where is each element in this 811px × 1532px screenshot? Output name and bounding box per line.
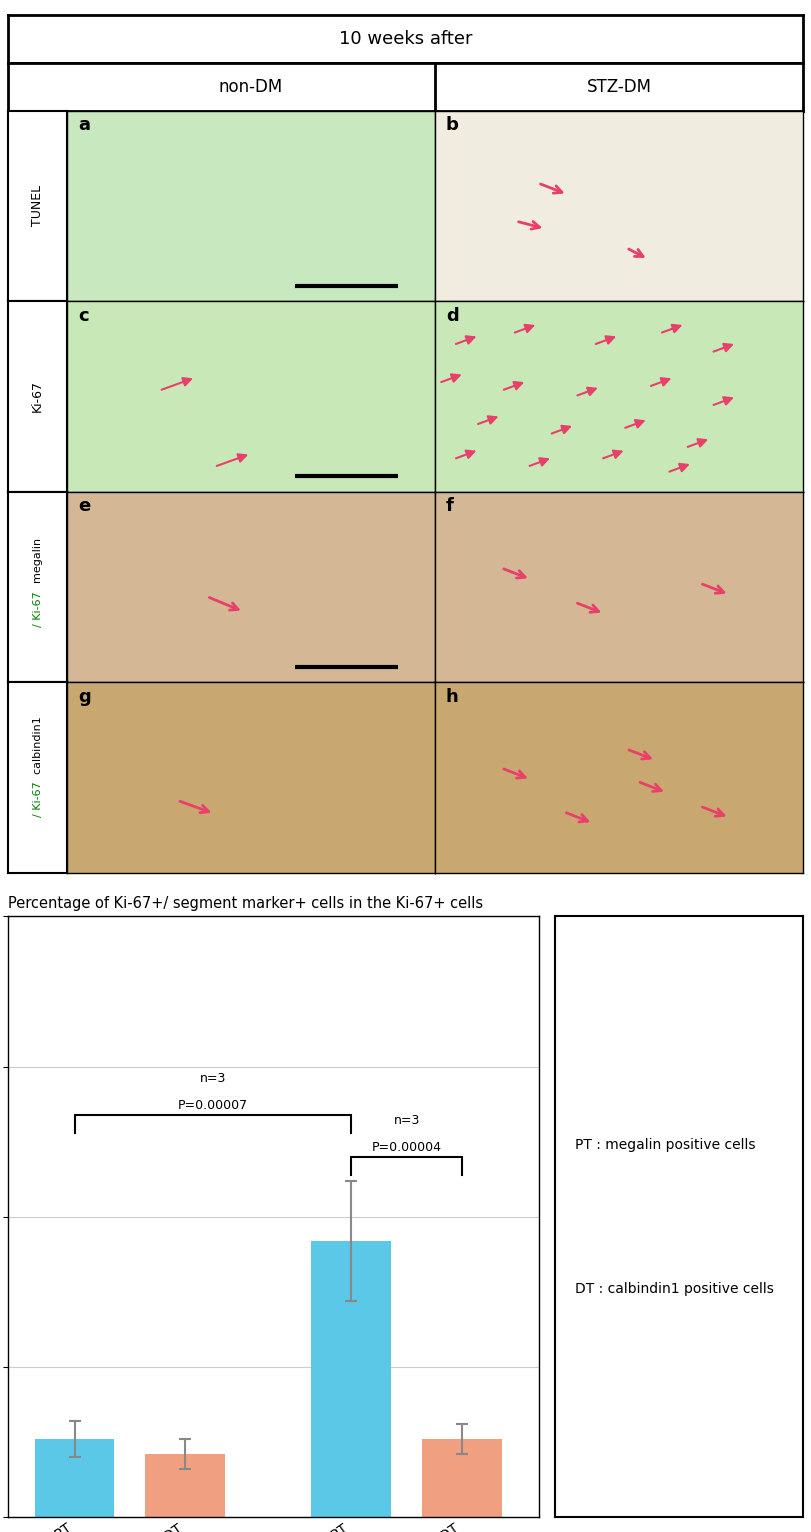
- Text: e: e: [78, 498, 90, 515]
- Bar: [311, 1241, 391, 1517]
- Bar: [35, 1439, 114, 1517]
- Text: Ki-67: Ki-67: [31, 380, 44, 412]
- Text: megalin: megalin: [32, 535, 42, 584]
- Text: Percentage of Ki-67+/ segment marker+ cells in the Ki-67+ cells: Percentage of Ki-67+/ segment marker+ ce…: [8, 896, 483, 912]
- Text: n=3: n=3: [393, 1114, 420, 1126]
- Text: h: h: [446, 688, 459, 706]
- Text: a: a: [78, 116, 90, 135]
- Text: g: g: [78, 688, 91, 706]
- Text: STZ-DM: STZ-DM: [586, 78, 651, 97]
- Text: f: f: [446, 498, 454, 515]
- Text: b: b: [446, 116, 459, 135]
- Bar: [422, 1439, 502, 1517]
- Text: d: d: [446, 306, 459, 325]
- Text: P=0.00004: P=0.00004: [371, 1140, 441, 1154]
- Text: / Ki-67: / Ki-67: [32, 781, 42, 817]
- Text: DT : calbindin1 positive cells: DT : calbindin1 positive cells: [575, 1282, 774, 1296]
- Bar: [145, 1454, 225, 1517]
- Text: c: c: [78, 306, 88, 325]
- Text: TUNEL: TUNEL: [31, 185, 44, 227]
- Text: PT : megalin positive cells: PT : megalin positive cells: [575, 1138, 755, 1152]
- Text: 10 weeks after: 10 weeks after: [339, 31, 472, 47]
- Text: P=0.00007: P=0.00007: [178, 1098, 248, 1112]
- Text: n=3: n=3: [200, 1071, 226, 1085]
- Text: / Ki-67: / Ki-67: [32, 591, 42, 627]
- Text: non-DM: non-DM: [219, 78, 283, 97]
- Text: calbindin1: calbindin1: [32, 712, 42, 774]
